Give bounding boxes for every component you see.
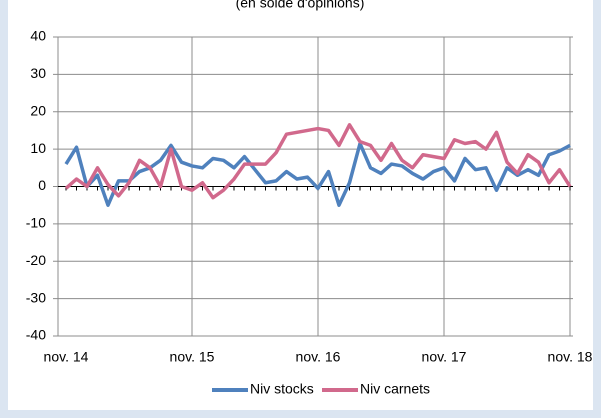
x-tick-label: nov. 16: [296, 349, 341, 365]
chart-area: [8, 0, 593, 410]
y-tick-label: -10: [26, 215, 46, 231]
y-tick-label: 40: [30, 28, 46, 44]
y-tick-label: -30: [26, 289, 46, 305]
x-tick-label: nov. 14: [44, 349, 89, 365]
x-tick-label: nov. 17: [422, 349, 467, 365]
x-tick-label: nov. 15: [170, 349, 215, 365]
y-tick-label: 10: [30, 140, 46, 156]
y-tick-label: 30: [30, 65, 46, 81]
y-tick-label: -20: [26, 252, 46, 268]
chart-subtitle: (en solde d'opinions): [236, 0, 365, 11]
series-line: [64, 123, 572, 200]
legend-label: Niv carnets: [360, 381, 430, 397]
y-tick-label: 20: [30, 102, 46, 118]
legend-label: Niv stocks: [250, 381, 314, 397]
y-tick-label: -40: [26, 327, 46, 343]
y-tick-label: 0: [38, 177, 46, 193]
x-tick-label: nov. 18: [548, 349, 593, 365]
